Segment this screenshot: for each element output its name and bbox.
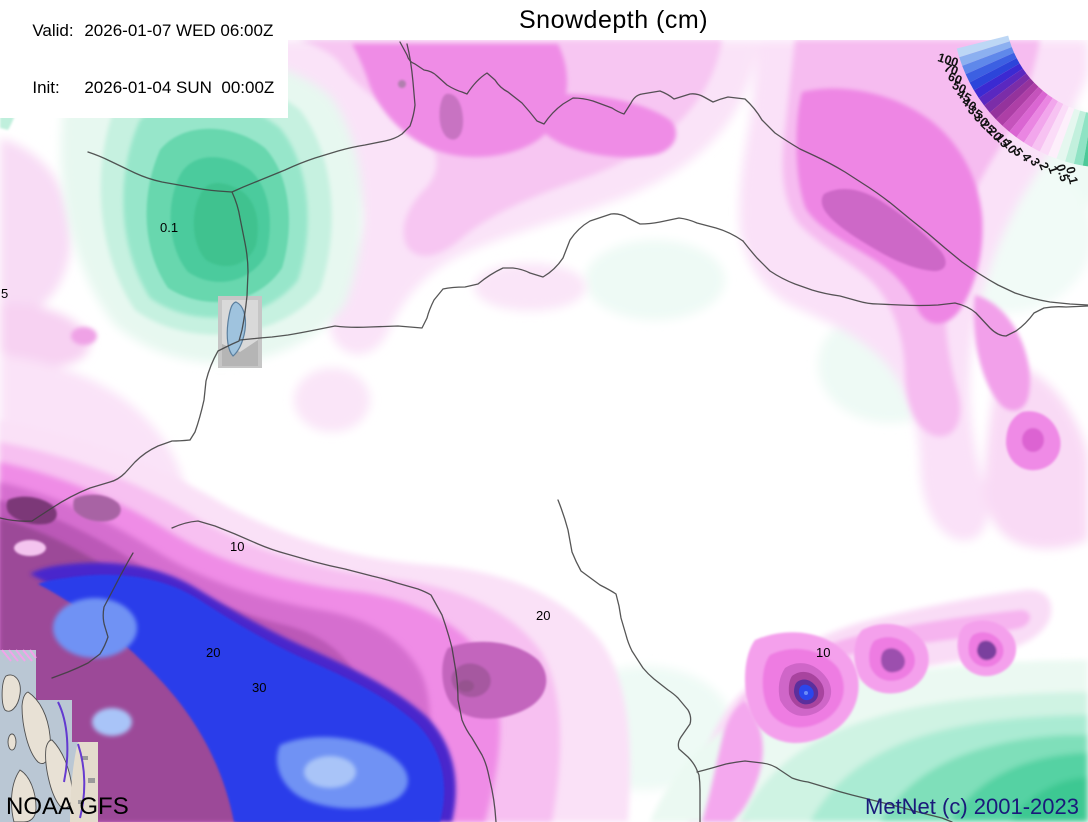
heavy-snow-mass-southwest bbox=[0, 420, 631, 822]
legend-tick-label: 100 bbox=[936, 50, 960, 70]
legend-wedge bbox=[974, 63, 1023, 99]
legend-tick-label: 0.5 bbox=[1053, 162, 1071, 183]
contour-label: 30 bbox=[252, 680, 266, 695]
legend-tick-label: 70 bbox=[942, 60, 960, 78]
moderate-snow-band-southeast bbox=[738, 610, 1031, 704]
legend-tick-label: 1 bbox=[1045, 164, 1061, 175]
credit-label: MetNet (c) 2001-2023 bbox=[865, 794, 1079, 819]
legend-wedge bbox=[1065, 110, 1087, 164]
valid-time-row: Valid: 2026-01-07 WED 06:00Z bbox=[4, 2, 274, 59]
snow-shading-layer bbox=[0, 32, 1088, 822]
contour-label: 10 bbox=[816, 645, 830, 660]
contour-label: 5 bbox=[1, 286, 8, 301]
snow-peak-3 bbox=[957, 620, 1017, 677]
country-borders bbox=[0, 41, 1088, 822]
legend-wedge bbox=[1016, 94, 1053, 143]
legend-tick-label: 0.1 bbox=[1063, 165, 1081, 185]
legend-wedge bbox=[1056, 108, 1081, 162]
contour-labels-layer: 0.1 5 10 20 20 30 10 bbox=[1, 220, 830, 695]
legend-wedge bbox=[965, 52, 1017, 83]
legend-tick-label: 15 bbox=[992, 131, 1012, 151]
legend-wedge bbox=[1031, 101, 1064, 152]
legend-wedge bbox=[956, 35, 1010, 58]
legend-wedge bbox=[984, 73, 1031, 113]
legend-tick-label: 60 bbox=[946, 69, 964, 87]
legend-wedge bbox=[962, 47, 1015, 75]
legend-tick-label: 50 bbox=[950, 78, 969, 97]
legend-wedge bbox=[969, 58, 1020, 91]
valid-value: 2026-01-07 WED 06:00Z bbox=[84, 21, 274, 40]
legend-wedge bbox=[1082, 136, 1088, 167]
contour-label: 20 bbox=[206, 645, 220, 660]
legend-wedge bbox=[1039, 104, 1069, 156]
map-title: Snowdepth (cm) bbox=[519, 6, 709, 34]
lake-shape bbox=[226, 301, 247, 357]
contour-label: 10 bbox=[230, 539, 244, 554]
snow-peak-2 bbox=[854, 623, 929, 694]
contour-label: 0.1 bbox=[160, 220, 178, 235]
legend-tick-label: 10 bbox=[1000, 137, 1020, 157]
init-time-row: Init: 2026-01-04 SUN 00:00Z bbox=[4, 59, 274, 116]
run-info-box: Valid: 2026-01-07 WED 06:00Z Init: 2026-01… bbox=[0, 0, 289, 118]
snow-peak-1 bbox=[702, 632, 859, 822]
trace-snow-green-southeast bbox=[650, 660, 1088, 822]
inset-edge-hatching bbox=[1, 649, 37, 662]
legend-tick-label: 35 bbox=[965, 102, 985, 122]
lake-inset bbox=[218, 296, 262, 368]
init-label: Init: bbox=[32, 78, 60, 97]
legend-tick-label: 40 bbox=[960, 95, 979, 114]
trace-snow-green-northwest bbox=[0, 41, 363, 363]
contour-label: 20 bbox=[536, 608, 550, 623]
model-source-label: NOAA GFS bbox=[6, 793, 129, 820]
legend-wedge bbox=[1073, 112, 1088, 166]
legend-wedge bbox=[995, 82, 1039, 126]
legend-wedge bbox=[989, 78, 1035, 120]
adriatic-inset bbox=[0, 649, 98, 822]
snow-core-details-north bbox=[398, 80, 1061, 471]
legend-wedge bbox=[1009, 90, 1048, 138]
legend-wedge bbox=[1048, 106, 1075, 159]
moderate-snow-patch-center-south bbox=[442, 641, 547, 719]
init-value: 2026-01-04 SUN 00:00Z bbox=[84, 78, 275, 97]
legend-wedge bbox=[959, 41, 1012, 66]
legend-tick-label: 2 bbox=[1036, 160, 1052, 172]
snow-contour-lines-over-inset bbox=[57, 701, 86, 819]
valid-label: Valid: bbox=[32, 21, 74, 40]
pink-spot-west bbox=[71, 327, 97, 345]
legend-wedge bbox=[978, 68, 1027, 106]
islands bbox=[1, 674, 73, 822]
legend-wedge bbox=[1023, 98, 1058, 148]
legend-tick-label: 45 bbox=[954, 86, 973, 105]
legend-wedge bbox=[1002, 86, 1044, 132]
terrain-speckles bbox=[78, 756, 95, 804]
